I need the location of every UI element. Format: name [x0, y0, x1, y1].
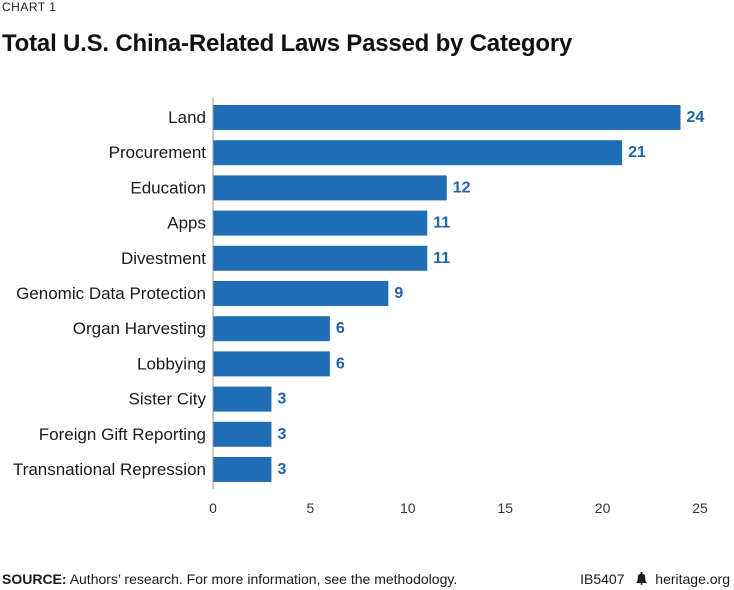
bar-apps [213, 210, 428, 236]
bar-foreign-gift-reporting [213, 421, 272, 447]
category-label-procurement: Procurement [109, 143, 207, 162]
bar-transnational-repression [213, 457, 272, 482]
x-tick-label-15: 15 [497, 500, 513, 516]
value-label-foreign-gift-reporting: 3 [277, 426, 286, 443]
footer-credit: IB5407 heritage.org [580, 571, 730, 587]
report-id: IB5407 [580, 571, 625, 587]
bar-lobbying [213, 351, 330, 377]
bar-genomic-data-protection [213, 281, 389, 306]
category-label-education: Education [130, 178, 206, 197]
category-label-lobbying: Lobbying [137, 354, 206, 373]
bar-organ-harvesting [213, 316, 330, 342]
x-tick-label-5: 5 [307, 500, 315, 516]
chart-footer: SOURCE: Authors’ research. For more info… [2, 571, 732, 587]
category-label-divestment: Divestment [121, 249, 206, 268]
bar-procurement [213, 140, 623, 166]
source-label: SOURCE: [2, 571, 67, 587]
category-label-land: Land [168, 108, 206, 127]
value-label-land: 24 [687, 109, 705, 126]
category-label-sister-city: Sister City [129, 390, 207, 409]
source-text: Authors’ research. For more information,… [69, 571, 458, 587]
value-label-organ-harvesting: 6 [336, 320, 345, 337]
category-label-foreign-gift-reporting: Foreign Gift Reporting [39, 425, 206, 444]
bar-education [213, 175, 447, 201]
category-labels-group: Land Procurement Education Apps Divestment Ge… [13, 108, 207, 479]
value-label-divestment: 11 [433, 250, 450, 267]
x-tick-label-20: 20 [595, 500, 611, 516]
value-label-education: 12 [453, 179, 471, 196]
value-label-transnational-repression: 3 [277, 461, 286, 478]
value-label-procurement: 21 [628, 144, 646, 161]
category-label-apps: Apps [167, 214, 206, 233]
x-tick-label-10: 10 [400, 500, 416, 516]
value-label-lobbying: 6 [336, 355, 345, 372]
category-label-transnational-repression: Transnational Repression [13, 460, 206, 479]
x-tick-label-25: 25 [692, 500, 708, 516]
x-tick-label-0: 0 [209, 500, 217, 516]
bar-divestment [213, 245, 428, 271]
chart-kicker: CHART 1 [2, 0, 57, 14]
bar-chart: Land Procurement Education Apps Divestment Ge… [13, 98, 708, 516]
value-label-sister-city: 3 [277, 391, 286, 408]
bar-land [213, 105, 681, 130]
bar-sister-city [213, 386, 272, 412]
category-label-genomic-data-protection: Genomic Data Protection [16, 284, 206, 303]
value-label-apps: 11 [433, 215, 450, 232]
site-name: heritage.org [655, 571, 730, 587]
chart-title: Total U.S. China-Related Laws Passed by … [2, 30, 573, 57]
liberty-bell-icon [636, 571, 648, 587]
x-axis-ticks-group: 0 5 10 15 20 25 [209, 500, 708, 516]
bars-group [213, 105, 681, 482]
category-label-organ-harvesting: Organ Harvesting [73, 319, 206, 338]
value-labels-group: 24 21 12 11 11 9 6 6 3 3 3 [277, 109, 704, 478]
value-label-genomic-data-protection: 9 [394, 285, 403, 302]
